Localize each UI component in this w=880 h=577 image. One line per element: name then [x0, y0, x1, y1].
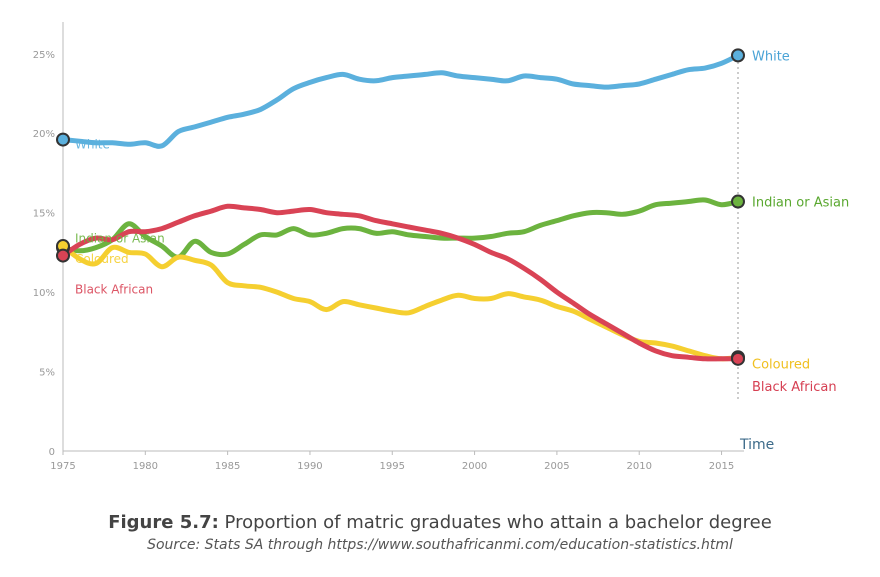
- figure-caption: Figure 5.7: Proportion of matric graduat…: [0, 512, 880, 553]
- x-tick-label: 2015: [709, 461, 734, 472]
- y-tick-label: 20%: [33, 129, 55, 140]
- x-tick-label: 2010: [626, 461, 651, 472]
- x-tick-label: 2000: [462, 461, 487, 472]
- end-marker-white: [731, 48, 745, 63]
- y-tick-label: 25%: [33, 50, 55, 61]
- start-label-white: White: [75, 138, 110, 152]
- y-tick-label: 15%: [33, 209, 55, 220]
- x-axis-title: Time: [739, 437, 774, 453]
- start-label-indian-or-asian: Indian or Asian: [75, 232, 165, 246]
- figure-title: Proportion of matric graduates who attai…: [224, 512, 772, 533]
- x-tick-label: 1985: [215, 461, 240, 472]
- start-marker-black-african: [56, 248, 70, 263]
- y-tick-label: 5%: [39, 368, 55, 379]
- end-label-black-african: Black African: [752, 380, 837, 395]
- series-line-white: [60, 52, 741, 149]
- figure-source: Source: Stats SA through https://www.sou…: [147, 537, 733, 553]
- figure-label: Figure 5.7:: [108, 512, 219, 533]
- start-label-coloured: Coloured: [75, 252, 129, 266]
- chart-container: 0 5% 10% 15% 20% 25% 1975 1980 1985 1990 1995 2000 2…: [33, 22, 849, 472]
- end-marker-indian-or-asian: [731, 194, 745, 209]
- start-marker-white: [56, 132, 70, 147]
- end-label-indian-or-asian: Indian or Asian: [752, 196, 849, 211]
- x-tick-label: 1990: [297, 461, 322, 472]
- y-tick-label: 10%: [33, 288, 55, 299]
- x-tick-label: 1980: [133, 461, 158, 472]
- y-tick-label: 0: [49, 447, 55, 458]
- line-chart: 0 5% 10% 15% 20% 25% 1975 1980 1985 1990 1995 2000 2…: [33, 22, 849, 472]
- x-tick-label: 2005: [544, 461, 569, 472]
- end-label-coloured: Coloured: [752, 358, 810, 373]
- start-label-black-african: Black African: [75, 283, 153, 297]
- end-marker-black-african: [731, 351, 745, 366]
- end-label-white: White: [752, 49, 790, 64]
- caption-title-line: Figure 5.7: Proportion of matric graduat…: [0, 512, 880, 533]
- series-line-black-african: [60, 203, 741, 362]
- x-tick-label: 1975: [50, 461, 75, 472]
- x-tick-label: 1995: [380, 461, 405, 472]
